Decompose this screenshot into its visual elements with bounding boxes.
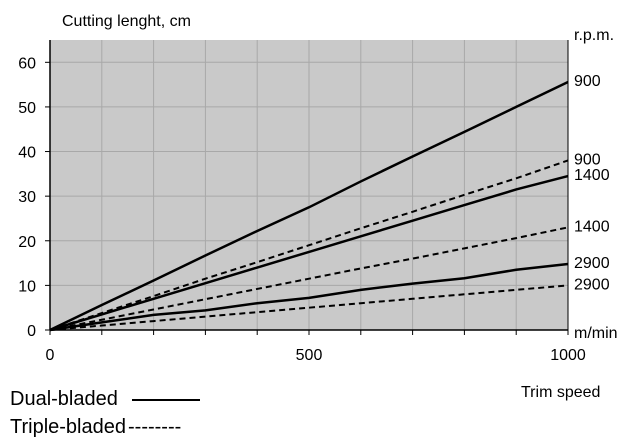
series-lines <box>49 80 569 332</box>
x-tick-label: 0 <box>46 347 55 364</box>
series-label-dashed-1400: 1400 <box>574 218 610 235</box>
x-axis-unit: m/min <box>574 325 618 342</box>
legend-label: Triple-bladed <box>10 416 126 438</box>
legend-dashed-line-sample: -------- <box>128 416 182 438</box>
y-tick-label: 50 <box>18 100 36 117</box>
legend-label: Dual-bladed <box>10 388 118 410</box>
y-tick-label: 0 <box>27 323 36 340</box>
series-line-solid-1400 <box>49 174 569 332</box>
legend-dual-bladed: Dual-bladed <box>10 388 200 411</box>
x-tick-label: 500 <box>296 347 323 364</box>
series-line-dashed-2900 <box>49 284 569 331</box>
legend-solid-line-sample <box>131 398 200 401</box>
series-label-dashed-2900: 2900 <box>574 276 610 293</box>
y-tick-label: 40 <box>18 145 36 162</box>
legend-triple-bladed: Triple-bladed -------- <box>10 416 181 439</box>
series-label-solid-2900: 2900 <box>574 255 610 272</box>
tick-labels: 0 10 20 30 40 50 60 0 500 1000 <box>18 55 586 364</box>
series-line-dashed-1400 <box>49 226 569 331</box>
x-tick-label: 1000 <box>550 347 586 364</box>
y-tick-label: 20 <box>18 234 36 251</box>
y-tick-label: 60 <box>18 55 36 72</box>
gridlines <box>50 40 568 330</box>
series-line-dashed-900 <box>49 159 569 331</box>
axes <box>45 40 569 335</box>
y-axis-title: Cutting lenght, cm <box>62 13 191 30</box>
y-tick-label: 10 <box>18 278 36 295</box>
series-line-solid-900 <box>49 80 569 332</box>
series-line-solid-2900 <box>49 262 569 332</box>
series-label-solid-1400: 1400 <box>574 167 610 184</box>
series-label-dashed-900: 900 <box>574 151 601 168</box>
rpm-label: r.p.m. <box>574 27 614 44</box>
series-label-solid-900: 900 <box>574 73 601 90</box>
y-tick-label: 30 <box>18 189 36 206</box>
x-axis-title: Trim speed <box>521 384 600 401</box>
